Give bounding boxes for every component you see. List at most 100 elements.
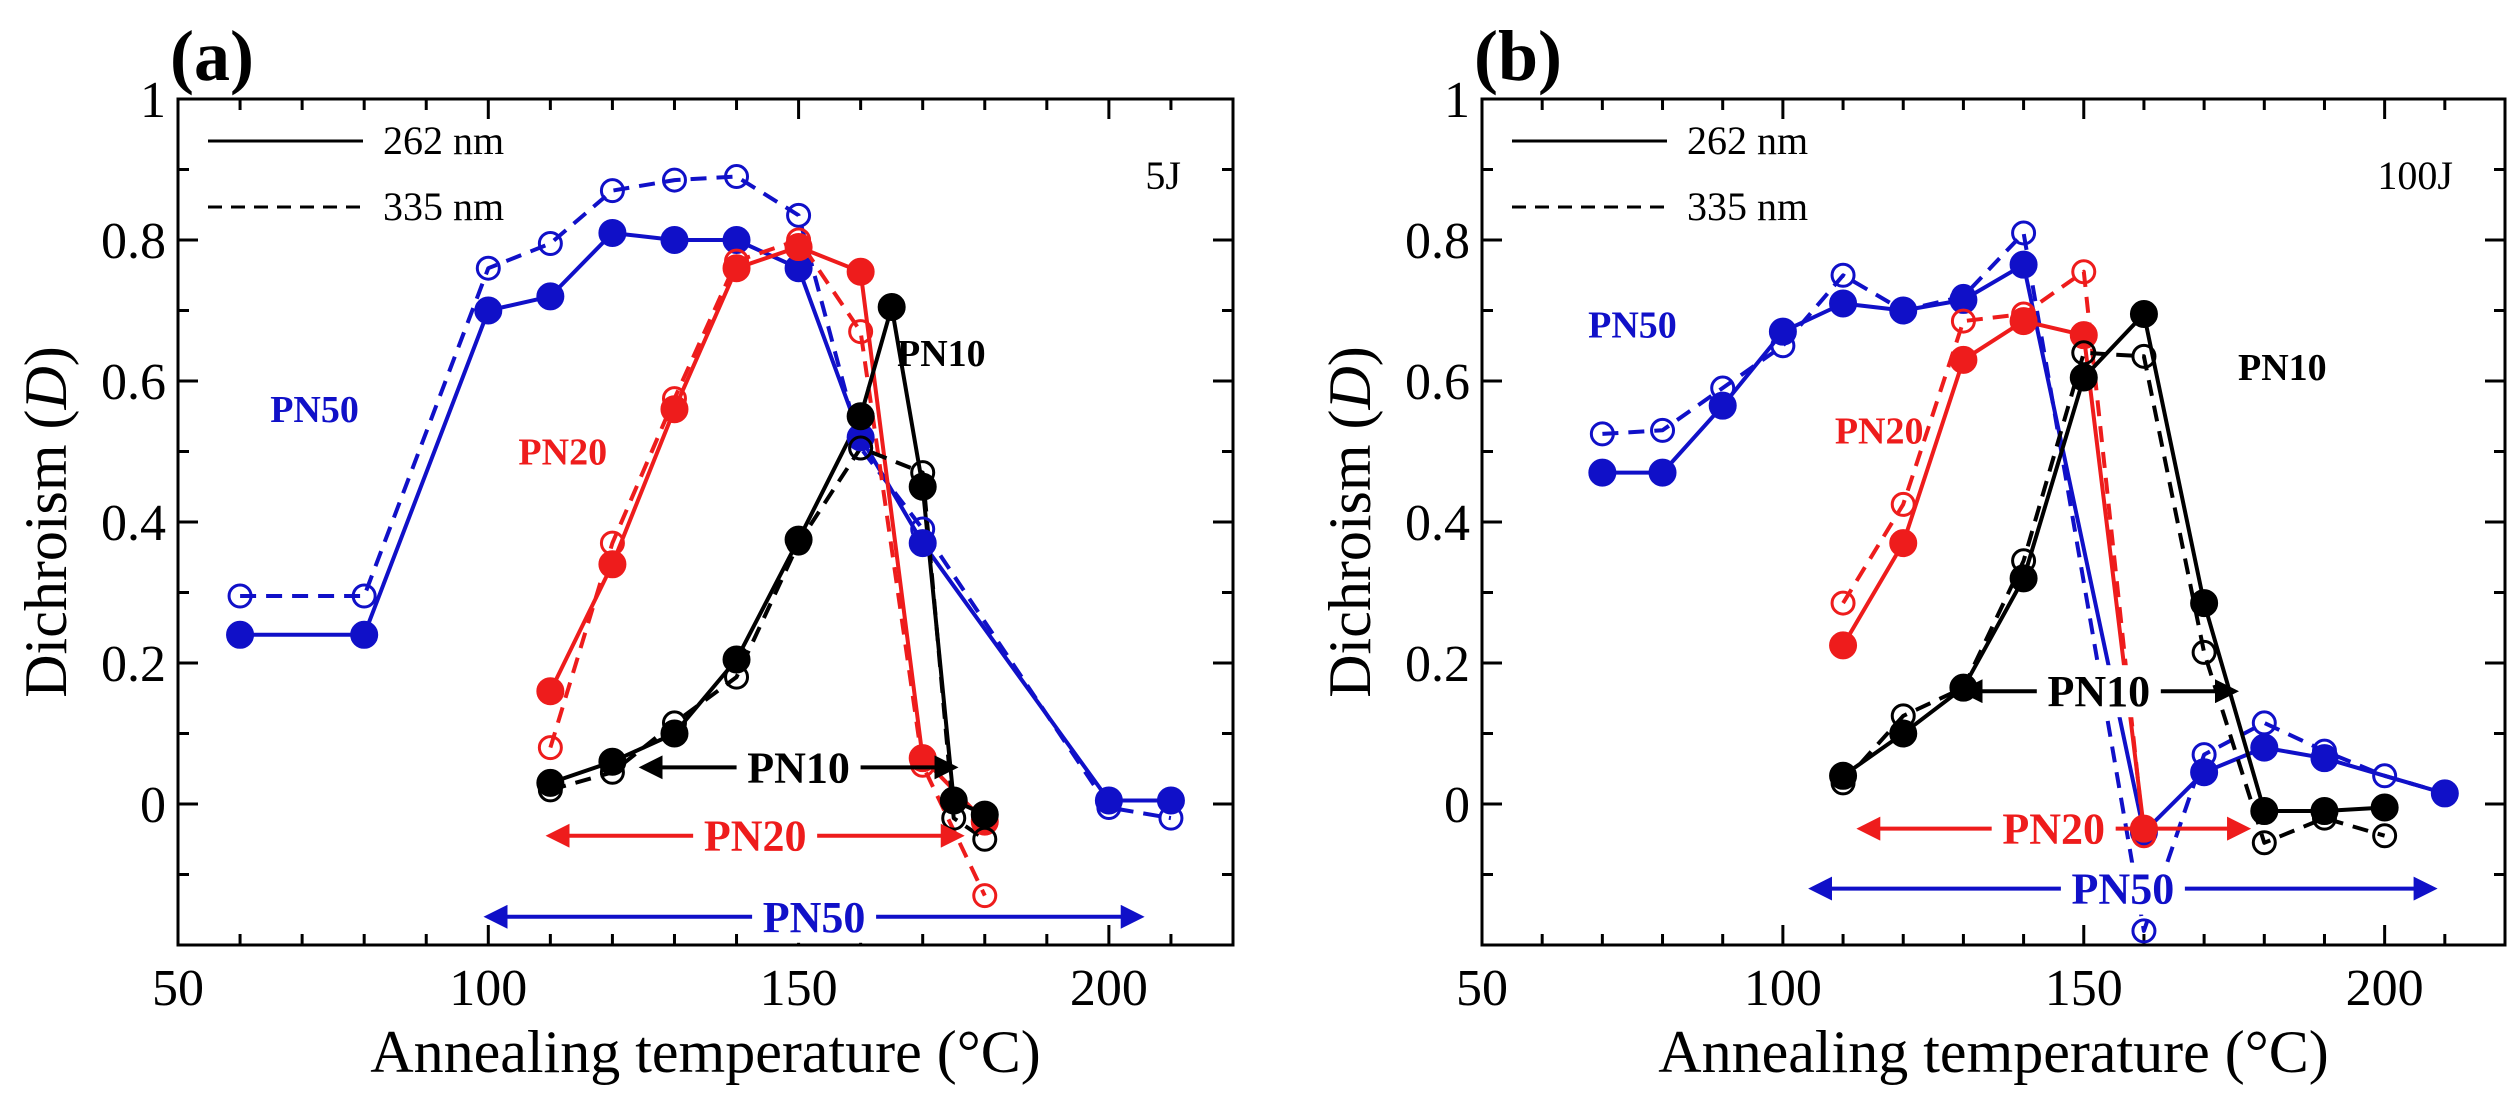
data-point-pn10-filled (2370, 793, 2399, 822)
x-tick-label: 50 (1456, 960, 1508, 1017)
data-point-pn50-open (227, 583, 253, 609)
series-label-pn20: PN20 (518, 432, 607, 474)
data-point-pn10-filled (2069, 363, 2098, 392)
data-point-pn20-filled (660, 395, 689, 424)
series-label-pn20: PN20 (1835, 410, 1924, 452)
data-point-pn50-filled (1829, 289, 1858, 318)
data-point-pn10-filled (2190, 589, 2219, 618)
data-point-pn50-filled (2009, 250, 2038, 279)
data-point-pn50-open (2372, 763, 2398, 789)
data-point-pn50-filled (226, 620, 255, 649)
data-point-pn20-filled (598, 550, 627, 579)
data-point-pn10-filled (970, 800, 999, 829)
y-axis-title: Dichroism (D) (13, 346, 79, 698)
legend-label: 335 nm (383, 184, 504, 229)
range-label-bg (693, 809, 818, 862)
y-tick-label: 0.6 (1405, 354, 1470, 411)
series-line-pn10-solid (549, 305, 986, 817)
data-point-pn10-filled (598, 747, 627, 776)
data-point-pn10-open (2131, 343, 2157, 369)
plot-data (1588, 220, 2459, 944)
panel-label: (a) (170, 16, 254, 96)
data-point-pn10-filled (908, 472, 937, 501)
data-point-pn50-open (599, 178, 625, 204)
y-tick-label: 0.8 (101, 213, 166, 270)
data-point-pn50-filled (1094, 786, 1123, 815)
data-point-pn10-filled (536, 768, 565, 797)
data-point-pn50-open (1830, 262, 1856, 288)
legend-label: 262 nm (1687, 118, 1808, 163)
y-axis-title-prefix: Dichroism ( (1317, 410, 1383, 698)
data-point-pn50-open (351, 583, 377, 609)
y-tick-label: 0.2 (101, 636, 166, 693)
data-point-pn20-filled (784, 233, 813, 262)
data-point-pn50-filled (1156, 786, 1185, 815)
data-point-pn50-open (2131, 918, 2157, 944)
x-tick-label: 100 (1744, 960, 1822, 1017)
data-point-pn50-filled (350, 620, 379, 649)
data-point-pn50-filled (660, 226, 689, 254)
series-label-pn10: PN10 (2238, 347, 2327, 389)
data-point-pn50-filled (598, 218, 627, 247)
data-point-pn10-filled (2009, 564, 2038, 593)
data-point-pn10-filled (784, 525, 813, 554)
data-point-pn20-open (1830, 590, 1856, 616)
series-line-pn20-solid (1841, 319, 2146, 829)
data-point-pn20-filled (2069, 321, 2098, 350)
data-point-pn10-filled (2250, 797, 2279, 826)
data-point-pn10-filled (877, 292, 906, 321)
range-label-pn20: PN20 (704, 812, 807, 861)
range-label-pn50: PN50 (763, 893, 866, 942)
x-tick-label: 50 (152, 960, 204, 1017)
data-point-pn50-open (786, 202, 812, 228)
data-point-pn20-filled (722, 254, 751, 283)
data-point-pn10-filled (1889, 719, 1918, 748)
data-point-pn20-filled (1829, 631, 1858, 660)
x-axis-title: Annealing temperature (°C) (1658, 1019, 2328, 1085)
data-point-pn10-filled (2129, 300, 2158, 329)
y-tick-label: 0.4 (101, 495, 166, 552)
series-line-pn50-dashed (240, 174, 1172, 821)
data-point-pn20-open (972, 883, 998, 909)
series-line-pn20-dashed (548, 238, 987, 897)
x-tick-label: 200 (2346, 960, 2424, 1017)
condition-label: 5J (1145, 153, 1181, 198)
data-point-pn50-open (1589, 421, 1615, 447)
y-tick-label: 1 (140, 72, 166, 129)
x-tick-label: 150 (760, 960, 838, 1017)
y-tick-label: 0.4 (1405, 495, 1470, 552)
range-label-pn10: PN10 (747, 743, 850, 792)
data-point-pn10-open (848, 435, 874, 461)
data-point-pn50-filled (2310, 744, 2339, 773)
data-point-pn10-open (2372, 823, 2398, 849)
y-tick-label: 0 (1444, 777, 1470, 834)
data-point-pn20-open (1950, 308, 1976, 334)
data-point-pn50-open (1650, 417, 1676, 443)
y-axis-title-var: D (1317, 366, 1383, 410)
x-tick-label: 150 (2045, 960, 2123, 1017)
data-point-pn10-filled (939, 786, 968, 815)
y-tick-label: 0 (140, 777, 166, 834)
series-line-pn20-dashed (1841, 269, 2146, 836)
plot-data (226, 164, 1185, 909)
data-point-pn50-filled (2250, 733, 2279, 762)
data-point-pn50-filled (908, 529, 937, 558)
data-point-pn20-filled (1889, 529, 1918, 558)
data-point-pn50-filled (1588, 458, 1617, 487)
y-axis-title-var: D (13, 366, 79, 410)
data-point-pn20-open (2071, 259, 2097, 285)
panel-a: 50 100 150 200 0 0.2 0.4 0.6 0.8 1 Annealing tempe… (13, 16, 1235, 1085)
data-point-pn10-open (2251, 830, 2277, 856)
y-axis-title-suffix: ) (1317, 346, 1383, 366)
x-tick-label: 100 (449, 960, 527, 1017)
panel-b: 50 100 150 200 0 0.2 0.4 0.6 0.8 1 Annealing tempe… (1317, 16, 2507, 1085)
data-point-pn50-open (661, 167, 687, 193)
y-tick-label: 0.8 (1405, 213, 1470, 270)
y-tick-label: 0.6 (101, 354, 166, 411)
range-label-bg (1991, 802, 2116, 855)
data-point-pn10-filled (2310, 797, 2339, 826)
x-tick-label: 200 (1070, 960, 1148, 1017)
range-label-bg (736, 741, 861, 794)
data-point-pn20-filled (2009, 307, 2038, 336)
